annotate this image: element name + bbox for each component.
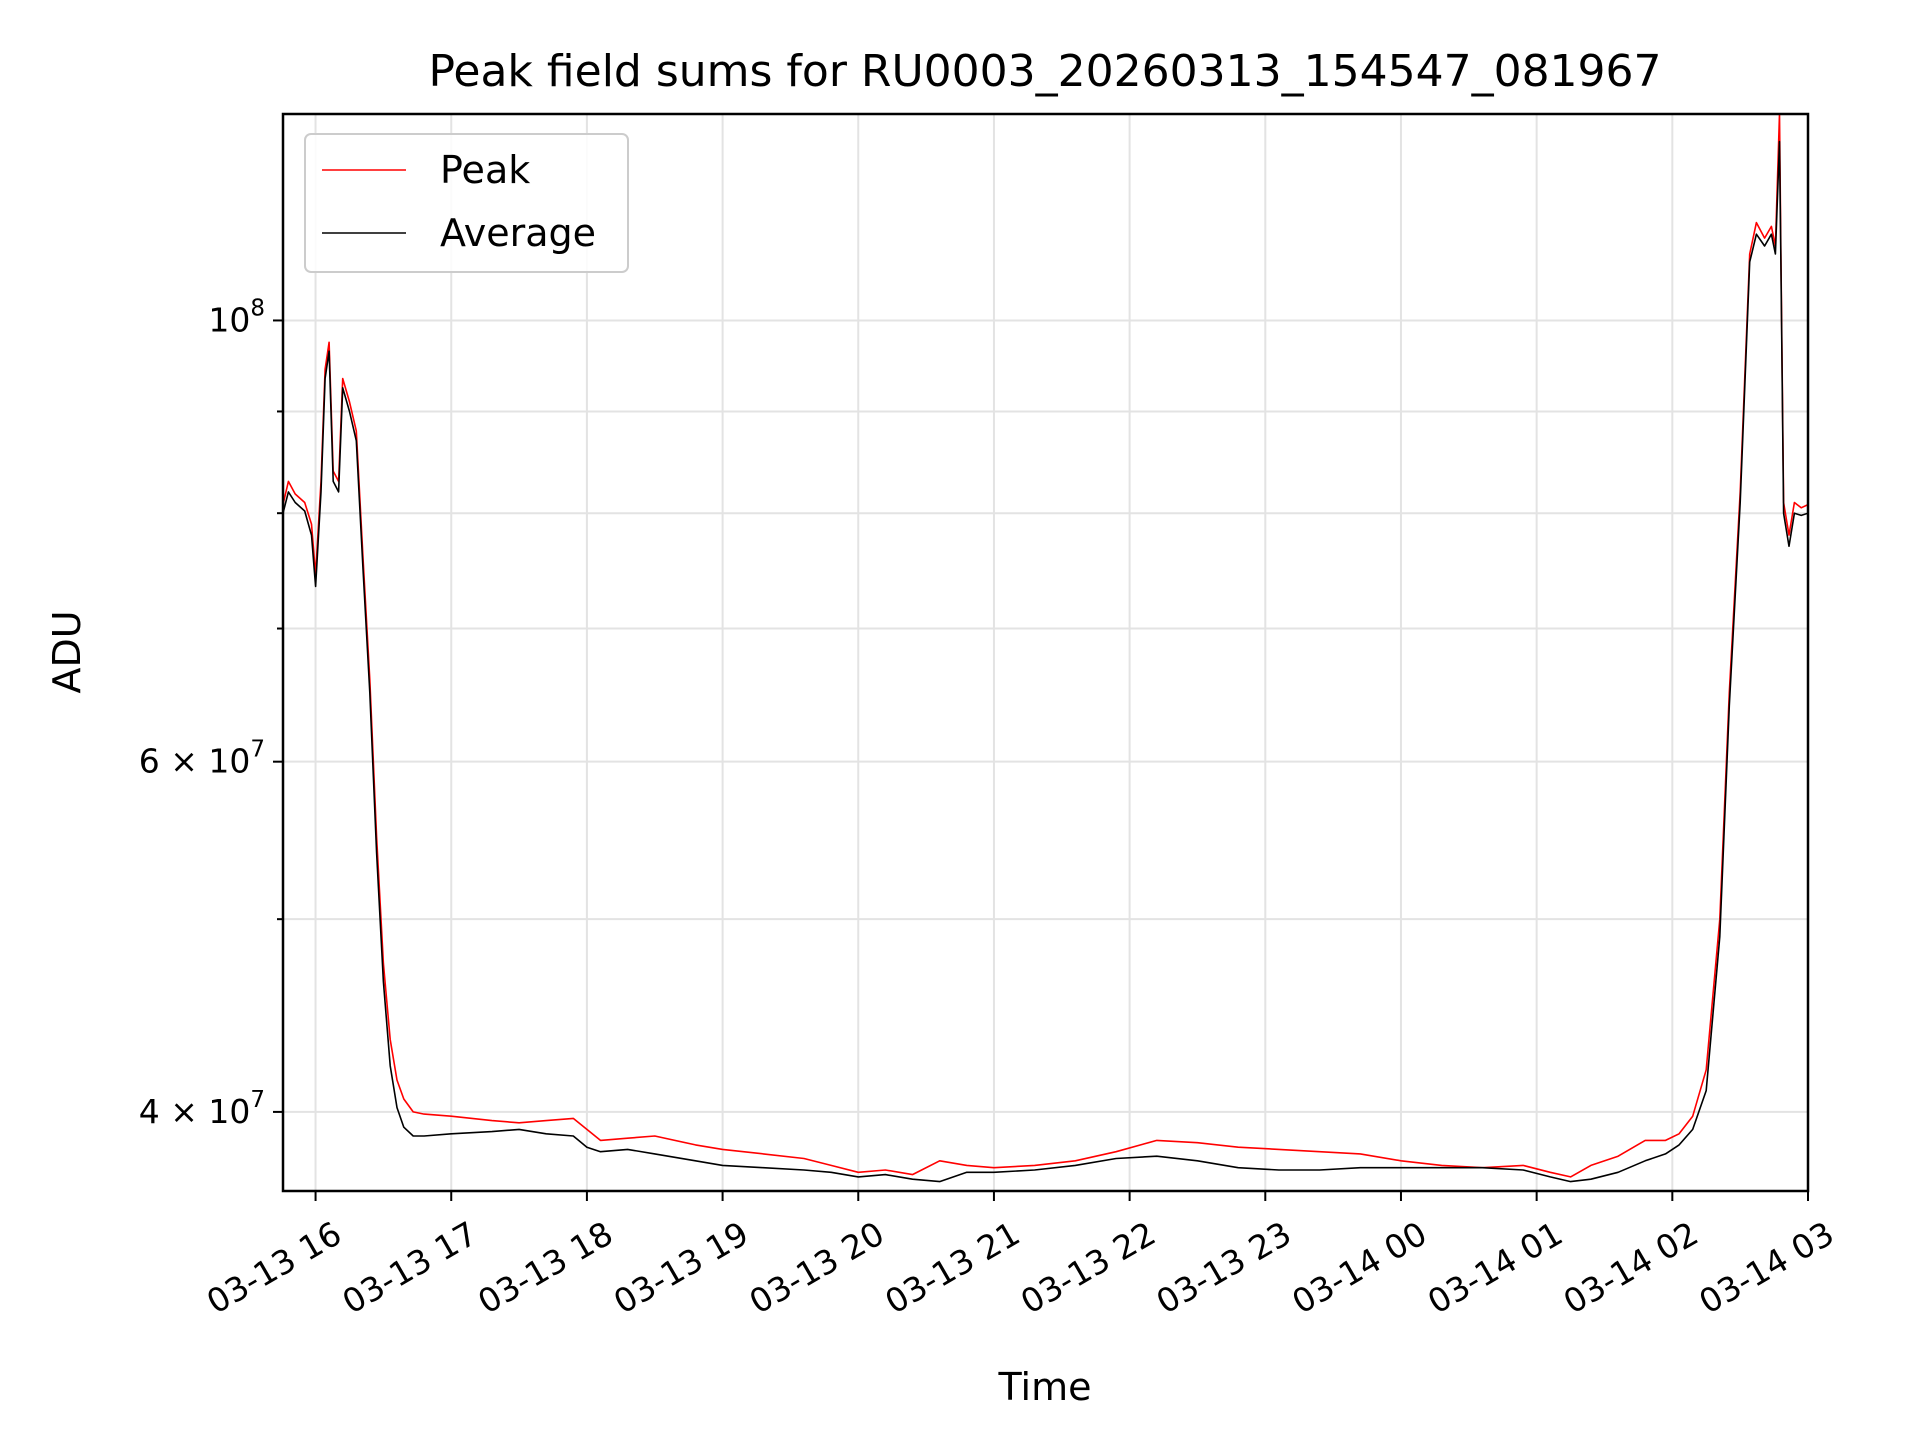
plot-frame <box>281 112 1810 1193</box>
y-tick-label: 4 × 107 <box>139 1087 265 1131</box>
y-tick-label-base: 6 × 10 <box>139 742 251 781</box>
y-tick-label-exponent: 8 <box>250 295 265 321</box>
y-tick-label-exponent: 7 <box>250 1087 265 1113</box>
legend-box <box>304 133 629 273</box>
plot-area <box>283 114 1808 1183</box>
series-layer <box>283 114 1808 1183</box>
legend-label-average: Average <box>440 211 596 255</box>
legend: Peak Average <box>304 133 629 273</box>
y-tick-label: 6 × 107 <box>139 737 265 781</box>
x-axis-label: Time <box>998 1365 1092 1409</box>
y-tick-label-exponent: 7 <box>250 737 265 763</box>
legend-label-peak: Peak <box>440 148 530 192</box>
series-line-average <box>283 140 1808 1183</box>
chart-title: Peak field sums for RU0003_20260313_1545… <box>428 46 1661 97</box>
y-axis-label: ADU <box>45 610 89 693</box>
y-tick-label-base: 10 <box>208 300 250 339</box>
y-tick-label-base: 4 × 10 <box>139 1092 251 1131</box>
y-tick-label: 108 <box>208 295 265 339</box>
